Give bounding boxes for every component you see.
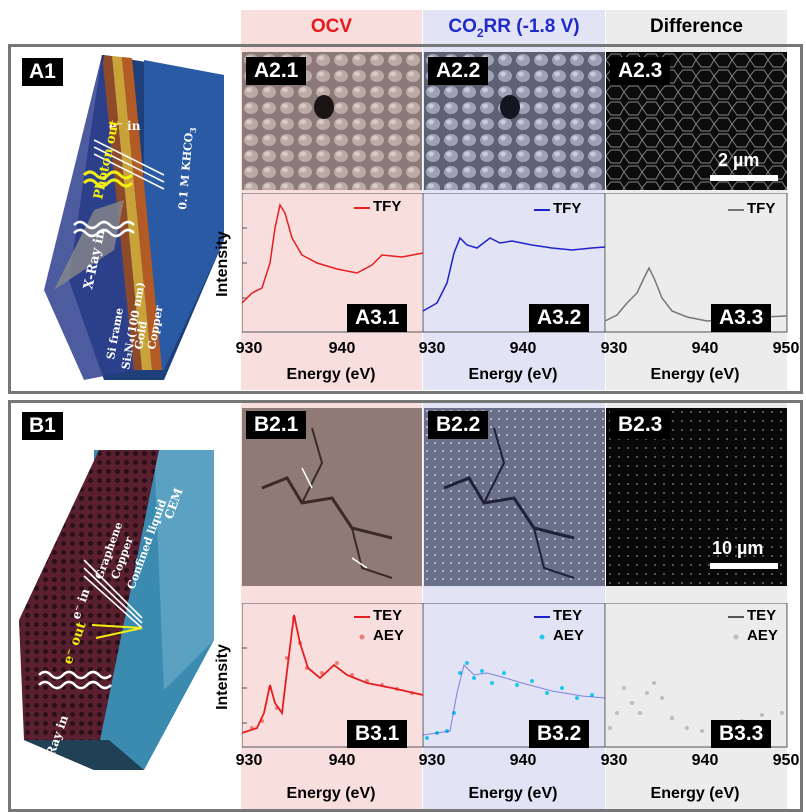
- label-b2-2: B2.2: [428, 411, 489, 439]
- xlabel-b-2: Energy (eV): [468, 785, 558, 802]
- tick-a-4: 930: [600, 340, 628, 357]
- scale-bar-a: [710, 175, 778, 181]
- legend-b3-3-dots: AEY: [747, 627, 778, 644]
- plot-a3: [242, 193, 788, 333]
- co2rr-prefix: CO: [448, 16, 477, 37]
- label-a3-3: A3.3: [711, 304, 772, 332]
- legend-a3-1: TFY: [373, 198, 402, 215]
- tick-a-1: 940: [328, 340, 356, 357]
- header-ocv: OCV: [310, 16, 353, 37]
- label-b3-3: B3.3: [711, 720, 772, 748]
- label-a2-2: A2.2: [428, 57, 489, 85]
- tick-b-0: 930: [235, 752, 263, 769]
- tick-b-2: 930: [418, 752, 446, 769]
- panel-a-schematic: e⁻ in Photon out X-Ray in 0.1 M KHCO3 Si…: [44, 55, 224, 380]
- xlabel-b-1: Energy (eV): [286, 785, 376, 802]
- tick-b-4: 930: [600, 752, 628, 769]
- xlabel-a-1: Energy (eV): [286, 366, 376, 383]
- legend-b3-1-line: TEY: [373, 607, 403, 624]
- panel-b-frame: [8, 400, 803, 812]
- ylabel-b: Intensity: [214, 644, 231, 710]
- label-a3-2: A3.2: [529, 304, 590, 332]
- spectrum-b3-2: [422, 664, 606, 736]
- legend-a3-3: TFY: [747, 200, 776, 217]
- legend-b3-1-dots: AEY: [373, 627, 404, 644]
- legend-b3-2-dots: AEY: [553, 627, 584, 644]
- schematic-a-e-in: e⁻ in: [109, 119, 141, 133]
- tick-a-2: 930: [418, 340, 446, 357]
- xlabel-a-3: Energy (eV): [650, 366, 740, 383]
- tick-b-3: 940: [509, 752, 537, 769]
- tick-b-1: 940: [328, 752, 356, 769]
- spectrum-a3-1: [242, 203, 424, 304]
- tick-a-0: 930: [235, 340, 263, 357]
- tick-a-3: 940: [509, 340, 537, 357]
- label-a3-1: A3.1: [347, 304, 408, 332]
- tick-a-5: 940: [691, 340, 719, 357]
- co2rr-suffix: RR (-1.8 V): [483, 16, 580, 37]
- schematic-a-layer-2: Gold: [132, 320, 150, 351]
- label-b3-1: B3.1: [347, 720, 408, 748]
- label-a1: A1: [22, 58, 63, 86]
- xlabel-b-3: Energy (eV): [650, 785, 740, 802]
- co2rr-sub: 2: [476, 25, 484, 40]
- label-b2-3: B2.3: [610, 411, 671, 439]
- panel-a-frame: [8, 44, 803, 394]
- xlabel-a-2: Energy (eV): [468, 366, 558, 383]
- spectrum-b3-1: [242, 614, 424, 734]
- header-co2rr: CO2RR (-1.8 V): [423, 10, 605, 44]
- scale-bar-b: [710, 563, 778, 569]
- header-difference: Difference: [650, 16, 743, 37]
- legend-b3-2-line: TEY: [553, 607, 583, 624]
- tick-b-5: 940: [691, 752, 719, 769]
- scale-text-a: 2 µm: [718, 150, 760, 170]
- panel-b-schematic: CEM Graphene Copper Confined liquid e⁻ i…: [19, 450, 214, 771]
- label-b2-1: B2.1: [246, 411, 307, 439]
- legend-a3-2: TFY: [553, 200, 582, 217]
- label-b1: B1: [22, 412, 63, 440]
- label-a2-3: A2.3: [610, 57, 671, 85]
- plot-b3: [242, 603, 788, 748]
- legend-b3-3-line: TEY: [747, 607, 777, 624]
- tick-b-6: 950: [772, 752, 800, 769]
- label-b3-2: B3.2: [529, 720, 590, 748]
- ylabel-a: Intensity: [214, 231, 231, 297]
- tick-a-6: 950: [772, 340, 800, 357]
- label-a2-1: A2.1: [246, 57, 307, 85]
- scale-text-b: 10 µm: [712, 538, 764, 558]
- spectrum-a3-2: [422, 236, 606, 312]
